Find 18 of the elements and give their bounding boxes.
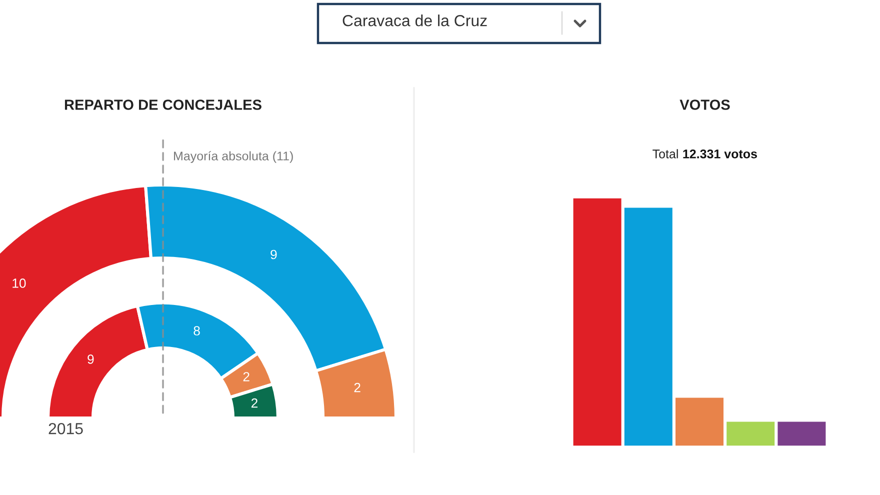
text: Mayoría absoluta (11) bbox=[174, 151, 293, 163]
bar bbox=[726, 422, 775, 446]
data-label: 2 bbox=[243, 372, 250, 382]
chart-subtitle: Total 12.331 votos bbox=[652, 149, 757, 158]
data-label: 2 bbox=[251, 398, 258, 408]
slice-label: 2015 bbox=[48, 422, 83, 434]
chart-title: REPARTO DE CONCEJALES bbox=[64, 100, 262, 110]
chart-title: VOTOS bbox=[680, 100, 730, 110]
data-label: 10 bbox=[12, 278, 26, 288]
data-label: 2 bbox=[354, 382, 360, 392]
data-label: 8 bbox=[194, 326, 200, 336]
bar bbox=[778, 422, 826, 446]
text: Caravaca de la Cruz bbox=[342, 14, 487, 26]
bar bbox=[573, 198, 622, 446]
bar bbox=[624, 208, 672, 446]
data-label: 9 bbox=[88, 354, 94, 364]
bar bbox=[676, 398, 724, 446]
data-label: 9 bbox=[270, 250, 277, 260]
